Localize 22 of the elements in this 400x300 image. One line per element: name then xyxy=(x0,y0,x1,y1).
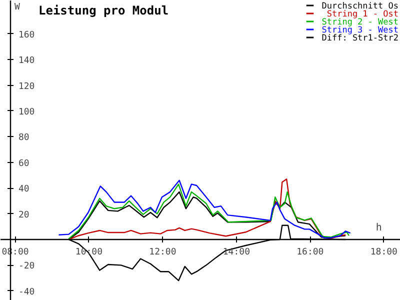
legend-label: String 1 - Ost xyxy=(326,10,399,20)
x-axis-title: h xyxy=(376,222,382,234)
y-tick-label: 100 xyxy=(18,107,35,118)
legend-label: String 2 - West xyxy=(322,18,399,28)
legend-label: String 3 - West xyxy=(322,26,399,36)
y-tick-label: -40 xyxy=(18,287,35,298)
y-tick-label: -20 xyxy=(18,262,35,272)
y-tick-label: 120 xyxy=(18,82,35,92)
x-tick-label: 18:00 xyxy=(370,247,398,258)
x-tick-label: 12:00 xyxy=(149,247,176,258)
y-axis-title: W xyxy=(14,2,20,12)
y-tick-label: 20 xyxy=(18,210,30,220)
legend-label: Diff: Str1-Str2 xyxy=(322,34,399,44)
y-tick-label: 60 xyxy=(18,158,30,169)
y-tick-label: 140 xyxy=(18,56,35,66)
chart-title: Leistung pro Modul xyxy=(38,4,169,18)
x-tick-label: 14:00 xyxy=(222,247,250,258)
x-tick-label: 16:00 xyxy=(296,247,324,258)
legend-label: Durchschnitt Os xyxy=(322,2,399,12)
y-tick-label: 40 xyxy=(18,184,30,195)
y-tick-label: 160 xyxy=(18,30,35,40)
y-tick-label: 80 xyxy=(18,133,30,144)
